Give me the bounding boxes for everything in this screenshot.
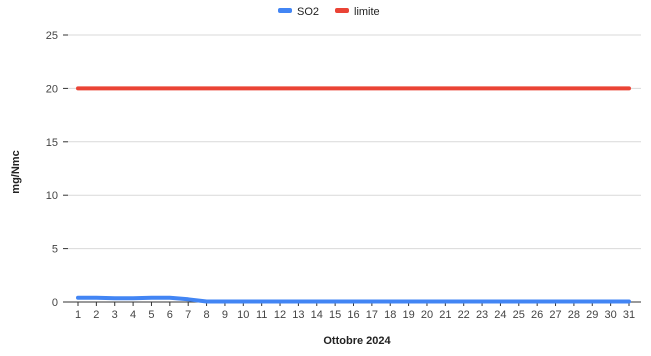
x-tick-label: 15 [329, 309, 341, 321]
y-tick-label: 10 [46, 190, 58, 202]
x-tick-label: 31 [623, 309, 635, 321]
x-tick-label: 21 [439, 309, 451, 321]
y-tick-label: 20 [46, 83, 58, 95]
x-tick-label: 22 [458, 309, 470, 321]
legend-swatch-limite [335, 8, 349, 13]
x-tick-label: 12 [274, 309, 286, 321]
x-tick-label: 27 [549, 309, 561, 321]
y-tick-label: 25 [46, 30, 58, 42]
legend-label-limite: limite [354, 6, 380, 18]
grid [68, 34, 641, 303]
y-tick-label: 5 [52, 244, 58, 256]
series-group [76, 86, 631, 304]
x-tick-label: 9 [222, 309, 228, 321]
x-tick-label: 16 [347, 309, 359, 321]
x-tick-label: 17 [366, 309, 378, 321]
legend: SO2 limite [278, 6, 380, 18]
x-tick-label: 28 [568, 309, 580, 321]
x-tick-label: 1 [75, 309, 81, 321]
x-tick-label: 8 [204, 309, 210, 321]
series-line-so2 [76, 295, 631, 304]
x-tick-label: 14 [311, 309, 323, 321]
legend-label-so2: SO2 [297, 6, 319, 18]
x-tick-label: 25 [513, 309, 525, 321]
x-tick-label: 6 [167, 309, 173, 321]
x-tick-label: 4 [130, 309, 136, 321]
x-tick-label: 3 [112, 309, 118, 321]
x-tick-label: 7 [185, 309, 191, 321]
y-axis-title: mg/Nmc [10, 150, 22, 193]
x-tick-label: 5 [148, 309, 154, 321]
x-tick-label: 26 [531, 309, 543, 321]
x-tick-label: 2 [93, 309, 99, 321]
x-tick-label: 10 [237, 309, 249, 321]
y-axis-ticks: 0 5 10 15 20 25 [46, 30, 68, 309]
legend-swatch-so2 [278, 8, 292, 13]
x-tick-label: 30 [605, 309, 617, 321]
x-tick-label: 29 [586, 309, 598, 321]
x-tick-label: 23 [476, 309, 488, 321]
x-tick-label: 19 [402, 309, 414, 321]
x-tick-label: 20 [421, 309, 433, 321]
x-tick-label: 24 [494, 309, 506, 321]
x-axis-ticks: 1 2 3 4 5 6 7 8 9 10 11 12 13 14 15 16 17 18 19 20 21 22 23 24 2… [75, 302, 635, 321]
x-tick-label: 18 [384, 309, 396, 321]
x-tick-label: 11 [256, 309, 267, 321]
y-tick-label: 15 [46, 137, 58, 149]
x-tick-label: 13 [292, 309, 304, 321]
y-tick-label: 0 [52, 297, 58, 309]
x-axis-title: Ottobre 2024 [323, 335, 391, 347]
